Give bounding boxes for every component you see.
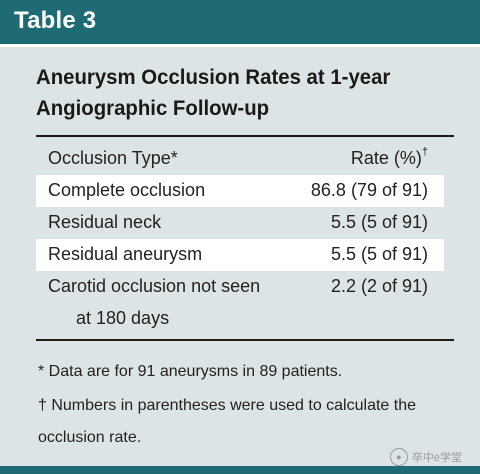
watermark-text: 卒中e学堂 [411, 452, 462, 464]
watermark: ● 卒中e学堂 [389, 448, 462, 466]
header-bar: Table 3 [0, 0, 480, 44]
footer-bar [0, 466, 480, 474]
footnote-parentheses-line-2: occlusion rate. [38, 429, 142, 446]
table-title: Aneurysm Occlusion Rates at 1-year Angio… [36, 62, 390, 124]
rate-cell: 5.5 (5 of 91) [330, 244, 428, 264]
table-row: Carotid occlusion not seen at 180 days 2… [36, 271, 444, 335]
table-number-label: Table 3 [14, 7, 97, 34]
title-rule [36, 135, 454, 137]
table-row: Complete occlusion 86.8 (79 of 91) [36, 175, 444, 207]
table-title-line-2: Angiographic Follow-up [36, 97, 270, 120]
table-title-line-1: Aneurysm Occlusion Rates at 1-year [36, 66, 391, 89]
occlusion-type-cell: Carotid occlusion not seen [48, 276, 261, 296]
occlusion-type-cell: Complete occlusion [48, 180, 206, 200]
footnote-parentheses-line-1: † Numbers in parentheses were used to ca… [38, 397, 416, 414]
occlusion-type-cell: Residual aneurysm [48, 244, 203, 264]
footnote-data-source: * Data are for 91 aneurysms in 89 patien… [38, 363, 343, 380]
table-header-row: Occlusion Type* Rate (%)† [36, 143, 444, 175]
occlusion-type-cell-continued: at 180 days [76, 308, 170, 328]
column-header-rate-label: Rate (%) [350, 148, 422, 168]
rate-cell: 5.5 (5 of 91) [330, 212, 428, 232]
rate-cell: 86.8 (79 of 91) [310, 180, 428, 200]
header-divider [0, 44, 480, 47]
rate-cell: 2.2 (2 of 91) [330, 276, 428, 296]
table-row: Residual aneurysm 5.5 (5 of 91) [36, 239, 444, 271]
table-row: Residual neck 5.5 (5 of 91) [36, 207, 444, 239]
wechat-icon: ● [389, 448, 408, 466]
column-header-rate: Rate (%)† [350, 146, 428, 169]
table-bottom-rule [36, 339, 454, 341]
column-header-occlusion-type: Occlusion Type* [48, 148, 178, 168]
rate-footnote-mark: † [421, 146, 428, 158]
occlusion-type-cell: Residual neck [48, 212, 162, 232]
